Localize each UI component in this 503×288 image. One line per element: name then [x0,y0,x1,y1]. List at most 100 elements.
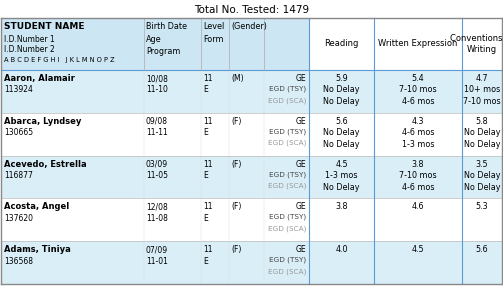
Text: EGD (SCA): EGD (SCA) [268,183,306,189]
Text: Abarca, Lyndsey: Abarca, Lyndsey [4,117,81,126]
Text: (M): (M) [231,74,243,83]
Text: GE: GE [295,117,306,126]
Bar [1,241,502,284]
Bar [1,156,502,198]
Text: 4.3: 4.3 [412,117,425,126]
Bar [1,18,309,70]
Text: Reading: Reading [324,39,359,48]
Text: E: E [203,86,208,94]
Text: Age: Age [146,35,161,44]
Text: E: E [203,214,208,223]
Text: 3.8: 3.8 [336,202,348,211]
Text: EGD (SCA): EGD (SCA) [268,140,306,146]
Text: EGD (TSY): EGD (TSY) [269,128,306,135]
Text: 137620: 137620 [4,214,33,223]
Bar [1,113,502,156]
Text: 1-3 mos: 1-3 mos [325,171,358,180]
Text: E: E [203,128,208,137]
Text: 4.0: 4.0 [336,245,348,254]
Text: (F): (F) [231,160,241,168]
Text: No Delay: No Delay [323,140,360,149]
Text: I.D.Number 1: I.D.Number 1 [4,35,55,44]
Text: A B C D E F G H I   J K L M N O P Z: A B C D E F G H I J K L M N O P Z [4,57,115,63]
Text: Acevedo, Estrella: Acevedo, Estrella [4,160,87,168]
Text: EGD (TSY): EGD (TSY) [269,257,306,263]
Text: 3.8: 3.8 [412,160,425,168]
Text: 11-05: 11-05 [146,171,168,180]
Text: No Delay: No Delay [323,97,360,106]
Text: No Delay: No Delay [323,86,360,94]
Text: (F): (F) [231,245,241,254]
Text: Conventions of
Writing: Conventions of Writing [450,34,503,54]
Text: 4-6 mos: 4-6 mos [402,183,434,192]
Text: 3.5: 3.5 [476,160,488,168]
Text: EGD (TSY): EGD (TSY) [269,171,306,178]
Bar [1,70,502,113]
Text: 11: 11 [203,117,213,126]
Text: Birth Date: Birth Date [146,22,187,31]
Text: GE: GE [295,245,306,254]
Text: 11-01: 11-01 [146,257,167,266]
Text: 5.6: 5.6 [476,245,488,254]
Text: 10/08: 10/08 [146,74,167,83]
Text: 5.6: 5.6 [336,117,348,126]
Text: 4-6 mos: 4-6 mos [402,128,434,137]
Text: EGD (TSY): EGD (TSY) [269,86,306,92]
Text: Level: Level [203,22,225,31]
Text: 11: 11 [203,160,213,168]
Text: Form: Form [203,35,224,44]
Text: GE: GE [295,202,306,211]
Text: 7-10 mos: 7-10 mos [399,171,437,180]
Text: (F): (F) [231,117,241,126]
Text: 113924: 113924 [4,86,33,94]
Text: No Delay: No Delay [464,171,500,180]
Text: Aaron, Alamair: Aaron, Alamair [4,74,75,83]
Text: 11-10: 11-10 [146,86,167,94]
Text: Program: Program [146,47,180,56]
Text: E: E [203,257,208,266]
Text: 130665: 130665 [4,128,33,137]
Text: No Delay: No Delay [464,183,500,192]
Text: 4-6 mos: 4-6 mos [402,97,434,106]
Text: No Delay: No Delay [323,128,360,137]
Text: EGD (TSY): EGD (TSY) [269,214,306,220]
Text: Adams, Tiniya: Adams, Tiniya [4,245,71,254]
Bar [1,198,502,241]
Text: 11: 11 [203,202,213,211]
Text: Written Expression: Written Expression [378,39,458,48]
Text: 11: 11 [203,245,213,254]
Text: EGD (SCA): EGD (SCA) [268,97,306,103]
Text: 4.5: 4.5 [336,160,348,168]
Text: STUDENT NAME: STUDENT NAME [4,22,85,31]
Text: 09/08: 09/08 [146,117,168,126]
Text: 5.8: 5.8 [476,117,488,126]
Text: (F): (F) [231,202,241,211]
Text: 4.5: 4.5 [412,245,425,254]
Text: GE: GE [295,74,306,83]
Text: E: E [203,171,208,180]
Text: 12/08: 12/08 [146,202,167,211]
Text: No Delay: No Delay [464,128,500,137]
Text: 7-10 mos: 7-10 mos [399,86,437,94]
Text: EGD (SCA): EGD (SCA) [268,268,306,275]
Text: 116877: 116877 [4,171,33,180]
Text: EGD (SCA): EGD (SCA) [268,226,306,232]
Text: Acosta, Angel: Acosta, Angel [4,202,69,211]
Text: 4.7: 4.7 [476,74,488,83]
Text: 03/09: 03/09 [146,160,168,168]
Text: 5.4: 5.4 [412,74,425,83]
Text: 7-10 mos: 7-10 mos [463,97,501,106]
Text: No Delay: No Delay [323,183,360,192]
Text: I.D.Number 2: I.D.Number 2 [4,45,55,54]
Text: 1-3 mos: 1-3 mos [402,140,434,149]
Text: 5.3: 5.3 [476,202,488,211]
Text: 11-08: 11-08 [146,214,167,223]
Text: Total No. Tested: 1479: Total No. Tested: 1479 [194,5,309,15]
Text: 4.6: 4.6 [412,202,425,211]
Text: GE: GE [295,160,306,168]
Text: 136568: 136568 [4,257,33,266]
Text: 11: 11 [203,74,213,83]
Text: 10+ mos: 10+ mos [464,86,500,94]
Text: (Gender): (Gender) [231,22,267,31]
Text: 5.9: 5.9 [336,74,348,83]
